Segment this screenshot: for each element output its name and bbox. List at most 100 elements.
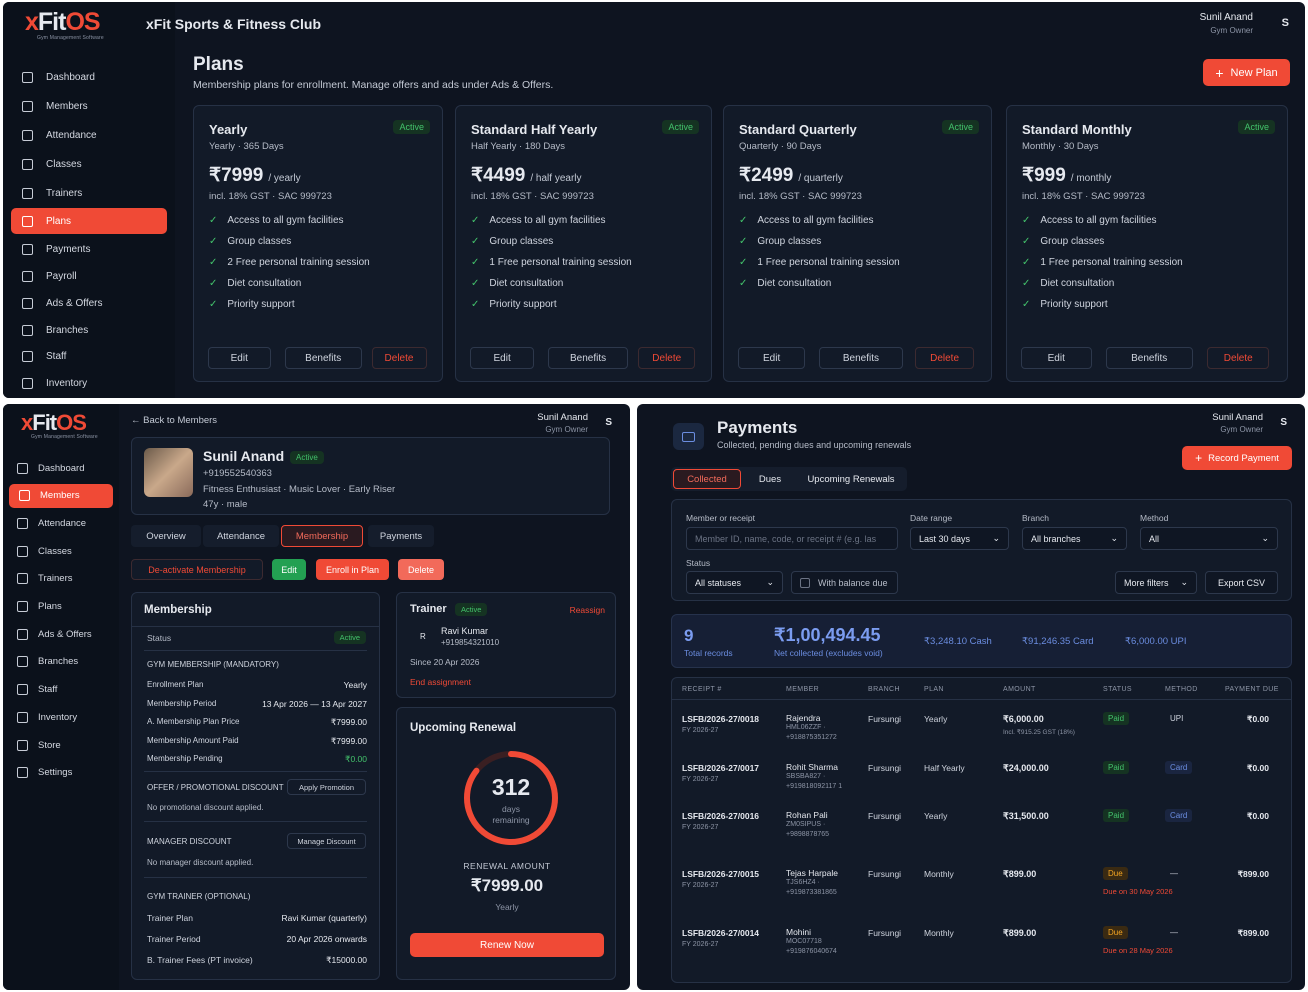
record-payment-button[interactable]: + Record Payment [1182,446,1292,470]
new-plan-button[interactable]: + New Plan [1203,59,1290,86]
status-select[interactable]: All statuses ⌄ [686,571,783,594]
due-note: Due on 30 May 2026 [1103,887,1173,896]
logo-tagline: Gym Management Software [31,434,98,440]
delete-button[interactable]: Delete [398,559,444,580]
sidebar-item-members[interactable]: Members [9,483,113,508]
benefits-button[interactable]: Benefits [819,347,903,369]
sidebar-item-plans[interactable]: Plans [3,595,119,619]
arrow-left-icon: ← [131,415,144,426]
divider [144,650,367,651]
plan-meta: Half Yearly · 180 Days [471,141,565,152]
tab-dues[interactable]: Dues [758,473,782,485]
tab-membership[interactable]: Membership [281,525,363,547]
sidebar-item-inventory[interactable]: Inventory [3,705,119,729]
tab-collected[interactable]: Collected [673,469,741,489]
delete-button[interactable]: Delete [914,347,975,369]
edit-button[interactable]: Edit [738,347,806,369]
sidebar-item-label: Inventory [38,711,78,723]
membership-title: Membership [144,604,212,616]
edit-button[interactable]: Edit [470,347,535,369]
edit-button[interactable]: Edit [208,347,271,369]
user-avatar[interactable]: S [605,417,612,428]
payments-window: Payments Collected, pending dues and upc… [637,404,1305,990]
sidebar-item-attendance[interactable]: Attendance [3,122,175,148]
app-logo[interactable]: xFitOS Gym Management Software [21,412,98,441]
apply-promotion-button[interactable]: Apply Promotion [287,779,366,795]
export-csv-button[interactable]: Export CSV [1205,571,1278,594]
sidebar-item-classes[interactable]: Classes [3,539,119,563]
table-row[interactable]: LSFB/2026-27/0016 FY 2026-27 Rohan Pali ZM0… [672,809,1291,861]
member-search-input[interactable]: Member ID, name, code, or receipt # (e.g… [686,527,898,550]
branch-select[interactable]: All branches ⌄ [1022,527,1127,550]
back-link[interactable]: ← Back to Members [131,415,217,426]
user-avatar[interactable]: S [1281,17,1289,29]
cash-total: ₹3,248.10 Cash [924,636,992,647]
end-assignment-link[interactable]: End assignment [410,677,471,687]
sidebar-item-dashboard[interactable]: Dashboard [3,64,175,90]
date-range-value: Last 30 days [919,533,971,544]
sidebar-item-branches[interactable]: Branches [3,317,175,343]
date-range-select[interactable]: Last 30 days ⌄ [910,527,1009,550]
table-row[interactable]: LSFB/2026-27/0018 FY 2026-27 Rajendra HML06… [672,712,1291,764]
membership-row-label: A. Membership Plan Price [147,717,240,726]
edit-button[interactable]: Edit [272,559,306,580]
renewal-remaining-label: remaining [492,815,530,825]
tab-upcoming-renewals[interactable]: Upcoming Renewals [807,473,895,485]
plan-tax: incl. 18% GST · SAC 999723 [739,191,862,202]
sidebar-item-payroll[interactable]: Payroll [3,263,175,289]
sidebar-item-staff[interactable]: Staff [3,678,119,702]
sidebar-item-store[interactable]: Store [3,733,119,757]
sidebar-item-attendance[interactable]: Attendance [3,511,119,535]
sidebar-item-dashboard[interactable]: Dashboard [3,456,119,480]
sidebar-item-trainers[interactable]: Trainers [3,180,175,206]
delete-button[interactable]: Delete [371,347,427,369]
enroll-in-plan-button[interactable]: Enroll in Plan [316,559,389,580]
sidebar-item-payments[interactable]: Payments [3,236,175,262]
branch: Fursungi [868,811,902,821]
method-select[interactable]: All ⌄ [1140,527,1278,550]
member-filter-label: Member or receipt [686,513,755,523]
sidebar-item-branches[interactable]: Branches [3,650,119,674]
table-row[interactable]: LSFB/2026-27/0017 FY 2026-27 Rohit Sharma S… [672,761,1291,813]
sidebar-item-classes[interactable]: Classes [3,151,175,177]
sidebar-item-staff[interactable]: Staff [3,343,175,369]
benefits-button[interactable]: Benefits [548,347,628,369]
benefits-button[interactable]: Benefits [1105,347,1193,369]
table-row[interactable]: LSFB/2026-27/0015 FY 2026-27 Tejas Harpale… [672,867,1291,919]
sidebar-item-ads-offers[interactable]: Ads & Offers [3,622,119,646]
deactivate-membership-button[interactable]: De-activate Membership [131,559,263,580]
tab-payments[interactable]: Payments [368,525,434,547]
member-search-placeholder: Member ID, name, code, or receipt # (e.g… [695,533,877,544]
payment-tabs: Collected Dues Upcoming Renewals [671,467,907,491]
more-filters-button[interactable]: More filters ⌄ [1115,571,1197,594]
balance-due-checkbox[interactable]: With balance due [791,571,898,594]
sidebar-item-inventory[interactable]: Inventory [3,370,175,396]
delete-button[interactable]: Delete [638,347,695,369]
ads-offers-icon [17,628,28,640]
renewal-amount: ₹7999.00 [470,876,544,895]
membership-row-label: Enrollment Plan [147,680,204,689]
sidebar-item-settings[interactable]: Settings [3,761,119,785]
app-logo[interactable]: xFitOS Gym Management Software [25,10,104,42]
tab-attendance[interactable]: Attendance [203,525,279,547]
delete-button[interactable]: Delete [1207,347,1270,369]
renew-now-button[interactable]: Renew Now [410,933,604,957]
sidebar-item-plans[interactable]: Plans [11,208,167,234]
table-row[interactable]: LSFB/2026-27/0014 FY 2026-27 Mohini MOC0771… [672,926,1291,978]
sidebar-item-members[interactable]: Members [3,93,175,119]
tab-overview[interactable]: Overview [131,525,201,547]
upi-total: ₹6,000.00 UPI [1125,636,1187,647]
membership-card: Membership Status Active GYM MEMBERSHIP … [131,592,380,980]
user-avatar[interactable]: S [1280,417,1287,428]
attendance-icon [17,517,28,529]
manage-discount-button[interactable]: Manage Discount [287,833,366,849]
sidebar-item-label: Store [38,739,61,751]
benefits-button[interactable]: Benefits [284,347,362,369]
divider [144,821,367,822]
sidebar-item-ads-offers[interactable]: Ads & Offers [3,290,175,316]
sidebar-item-label: Dashboard [46,71,95,83]
dashboard-icon [17,462,28,474]
reassign-link[interactable]: Reassign [569,605,605,615]
edit-button[interactable]: Edit [1021,347,1092,369]
sidebar-item-trainers[interactable]: Trainers [3,567,119,591]
